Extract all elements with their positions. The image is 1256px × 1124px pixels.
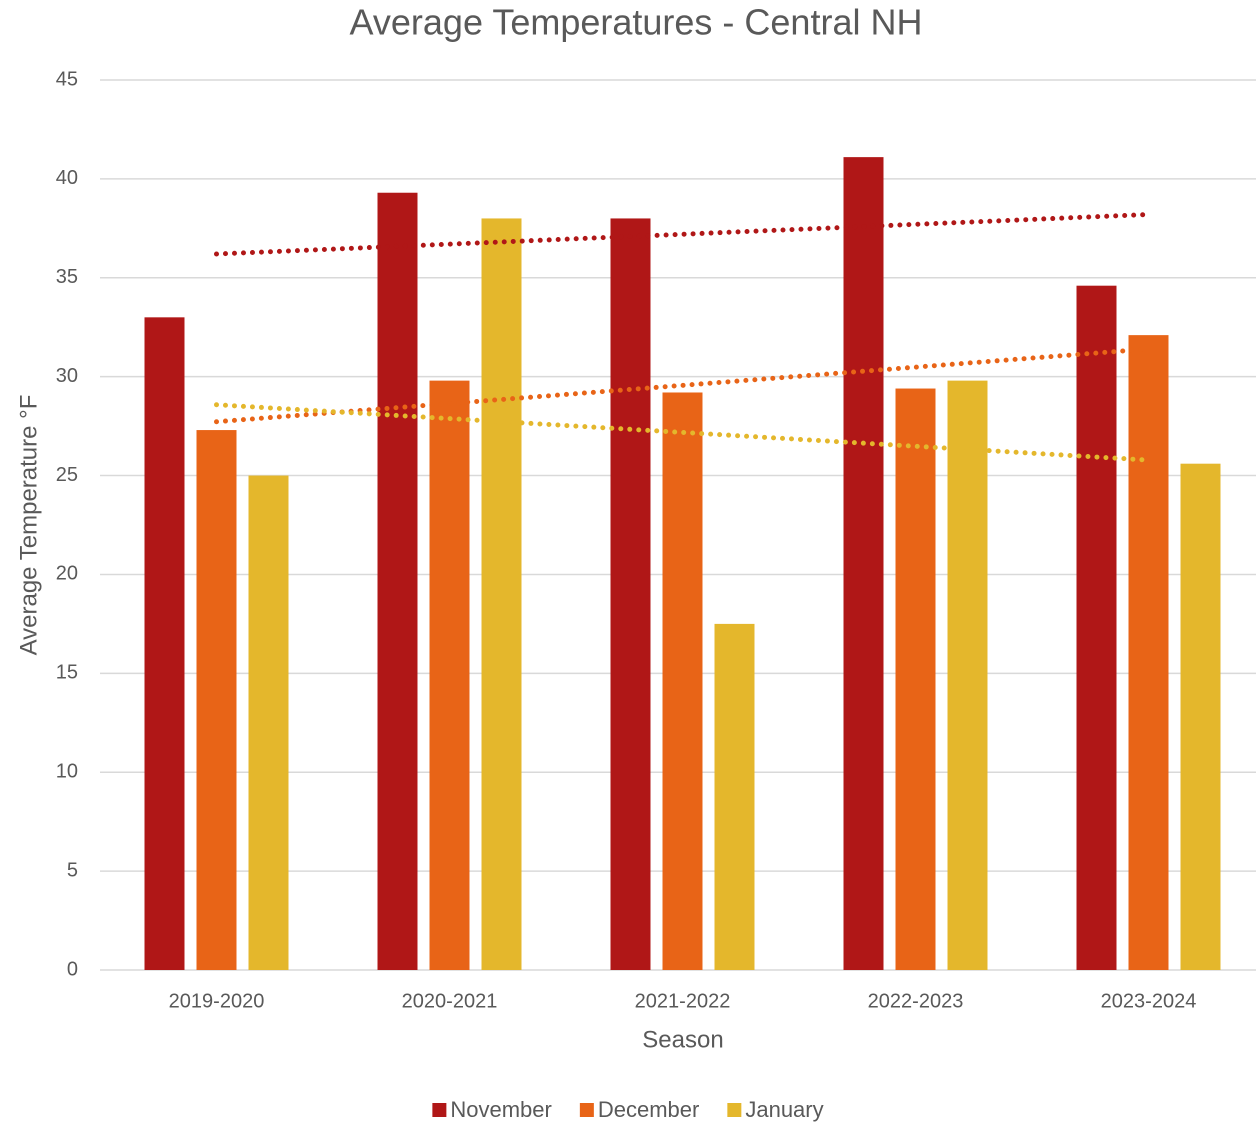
y-tick-label: 25 bbox=[56, 464, 78, 486]
trendline bbox=[214, 402, 1151, 463]
legend-label: November bbox=[450, 1097, 551, 1122]
y-tick-label: 15 bbox=[56, 662, 78, 684]
bar bbox=[248, 475, 289, 970]
bar bbox=[1128, 335, 1169, 971]
y-tick-label: 40 bbox=[56, 167, 78, 189]
legend-swatch bbox=[432, 1103, 447, 1117]
bar bbox=[481, 218, 522, 970]
bar bbox=[947, 380, 988, 971]
y-tick-label: 5 bbox=[67, 859, 78, 881]
y-tick-label: 20 bbox=[56, 563, 78, 585]
y-axis-title: Average Temperature °F bbox=[15, 395, 42, 656]
y-tick-label: 10 bbox=[56, 761, 78, 783]
legend: November December January bbox=[432, 1097, 824, 1122]
legend-swatch bbox=[727, 1103, 742, 1117]
bar bbox=[895, 388, 936, 970]
x-tick-label: 2022-2023 bbox=[868, 990, 964, 1012]
y-tick-label: 30 bbox=[56, 365, 78, 387]
legend-swatch bbox=[579, 1103, 594, 1117]
legend-label: January bbox=[745, 1097, 823, 1122]
bar bbox=[1180, 463, 1221, 970]
trendline bbox=[214, 211, 1151, 257]
chart-title: Average Temperatures - Central NH bbox=[350, 2, 923, 43]
x-tick-label: 2023-2024 bbox=[1101, 990, 1197, 1012]
bar bbox=[610, 218, 651, 970]
bar bbox=[714, 623, 755, 970]
y-tick-label: 35 bbox=[56, 266, 78, 288]
legend-label: December bbox=[598, 1097, 699, 1122]
bar bbox=[1076, 285, 1117, 970]
x-axis-title: Season bbox=[642, 1026, 723, 1053]
x-tick-label: 2019-2020 bbox=[169, 990, 265, 1012]
y-tick-label: 45 bbox=[56, 68, 78, 90]
bar bbox=[377, 192, 418, 970]
bar bbox=[196, 430, 237, 971]
bar bbox=[662, 392, 703, 970]
x-tick-label: 2021-2022 bbox=[635, 990, 731, 1012]
trendline bbox=[214, 346, 1151, 425]
y-tick-label: 0 bbox=[67, 958, 78, 980]
bar bbox=[429, 380, 470, 971]
x-tick-label: 2020-2021 bbox=[402, 990, 498, 1012]
bar bbox=[843, 157, 884, 971]
bar bbox=[144, 317, 185, 970]
